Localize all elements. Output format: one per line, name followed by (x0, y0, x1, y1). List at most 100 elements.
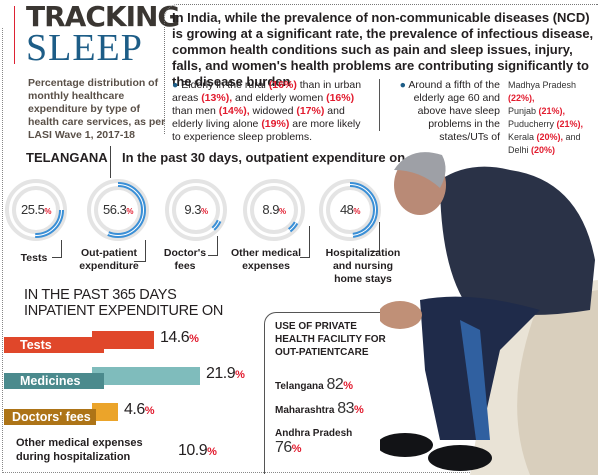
state-name: Punjab (508, 106, 537, 116)
percent-sign: % (278, 207, 286, 216)
state-item: Madhya Pradesh (22%), (508, 79, 598, 105)
other-expenses-value: 10.9% (178, 442, 217, 460)
state-name: Madhya Pradesh (508, 80, 577, 90)
heading-line: HEALTH FACILITY FOR (275, 334, 386, 345)
bar-fill (92, 331, 154, 349)
state-value: (21%), (538, 106, 566, 116)
percent-sign: % (354, 404, 364, 416)
donut-label: Doctor's fees (163, 247, 207, 272)
donut-hospitalization: 48% (318, 178, 382, 242)
text: than in urban areas (172, 79, 362, 104)
donut-ring-icon (319, 179, 381, 241)
leader-line (370, 222, 380, 252)
text: widowed (249, 105, 297, 117)
bar-value: 21.9% (206, 365, 245, 383)
donut-ring-icon (87, 179, 149, 241)
bar-label: Tests (4, 337, 104, 353)
percent-sign: % (291, 443, 302, 455)
value: (14%), (218, 105, 250, 117)
value: 48 (339, 202, 354, 217)
bar-fill (92, 367, 200, 385)
state-value: (20%), (536, 132, 564, 142)
bar-value: 4.6% (124, 401, 155, 419)
text: and elderly women (232, 92, 327, 104)
heading-line: OUT-PATIENTCARE (275, 347, 369, 358)
state-value: (20%) (531, 145, 556, 155)
bullet-dot-icon: ● (172, 79, 182, 91)
value: (16%) (326, 92, 355, 104)
title-accent-line (14, 6, 15, 64)
donut-outpatient-expenditure: 56.3% (86, 178, 150, 242)
donut-value: 48% (318, 202, 382, 217)
value: 9.3 (184, 202, 201, 217)
states-list: Madhya Pradesh (22%), Punjab (21%), Puduc… (508, 79, 598, 157)
value: (13%), (201, 92, 233, 104)
percent-sign: % (343, 380, 353, 392)
donut-doctors-fees: 9.3% (164, 178, 228, 242)
label-line: Other medical expenses (16, 437, 143, 449)
outpatient-heading: In the past 30 days, outpatient expendit… (122, 150, 406, 165)
percent-sign: % (44, 207, 51, 216)
private-row: Telangana 82% (275, 376, 353, 394)
title-line-2: SLEEP (26, 27, 143, 69)
private-facility-box (264, 312, 414, 474)
donut-label: Tests (20, 252, 48, 264)
bullet-rural-urban: ● Elderly in the rural (16%) than in urb… (172, 79, 372, 144)
text: are more likely to experience sleep prob… (172, 118, 361, 143)
donut-ring-icon (5, 179, 67, 241)
percent-sign: % (353, 207, 361, 216)
heading-line: IN THE PAST 365 DAYS (24, 287, 177, 303)
state-suffix: and (563, 132, 581, 142)
intro-box (164, 4, 598, 134)
state-name: Telangana (275, 381, 324, 392)
percent-sign: % (126, 207, 133, 216)
state-value: (21%), (556, 119, 584, 129)
donut-ring-icon (243, 179, 305, 241)
percent-sign: % (189, 333, 199, 345)
percent-sign: % (207, 446, 217, 458)
state-heading: TELANGANA (26, 150, 108, 165)
intro-text: In India, while the prevalence of non-co… (172, 10, 594, 89)
state-name: Puducherry (508, 119, 555, 129)
donut-value: 25.5% (4, 202, 68, 217)
bullet-dot-icon: ● (399, 79, 409, 91)
bar-medicines: Medicines 21.9% (4, 365, 264, 389)
section-divider (110, 146, 111, 178)
value: 56.3 (103, 202, 127, 217)
donut-value: 8.9% (242, 202, 306, 217)
text: than men (172, 105, 219, 117)
state-name: Andhra Pradesh (275, 428, 353, 439)
private-row: Andhra Pradesh 76% (275, 428, 352, 457)
value: 83 (337, 400, 355, 417)
other-expenses-label: Other medical expenses during hospitaliza… (16, 436, 143, 464)
donut-value: 9.3% (164, 202, 228, 217)
state-name: Delhi (508, 145, 529, 155)
value: 82 (326, 376, 344, 393)
value: 14.6 (160, 329, 190, 346)
bar-doctors-fees: Doctors' fees 4.6% (4, 401, 184, 425)
bar-fill (92, 403, 118, 421)
percent-sign: % (200, 207, 208, 216)
bar-label: Medicines (4, 373, 104, 389)
value: 4.6 (124, 401, 145, 418)
state-name: Maharashtra (275, 405, 335, 416)
heading-line: USE OF PRIVATE (275, 321, 357, 332)
state-value: (22%), (508, 93, 535, 103)
leader-line (134, 240, 146, 262)
state-item: Punjab (21%), (508, 105, 598, 118)
donut-label: Other medical expenses (230, 247, 302, 272)
heading-line: INPATIENT EXPENDITURE ON (24, 303, 224, 319)
value: (17%) (296, 105, 325, 117)
inpatient-heading: IN THE PAST 365 DAYS INPATIENT EXPENDITUR… (24, 287, 223, 319)
bar-tests: Tests 14.6% (4, 329, 204, 353)
subtitle: Percentage distribution of monthly healt… (28, 77, 166, 141)
text: Elderly in the rural (181, 79, 269, 91)
bar-label: Doctors' fees (4, 409, 96, 425)
percent-sign: % (235, 369, 245, 381)
value: 8.9 (262, 202, 279, 217)
value: 10.9 (178, 442, 208, 459)
title-line-1: TRACKING (26, 0, 180, 33)
state-item: Delhi (20%) (508, 144, 598, 157)
percent-sign: % (144, 405, 155, 417)
leader-line (300, 226, 310, 258)
